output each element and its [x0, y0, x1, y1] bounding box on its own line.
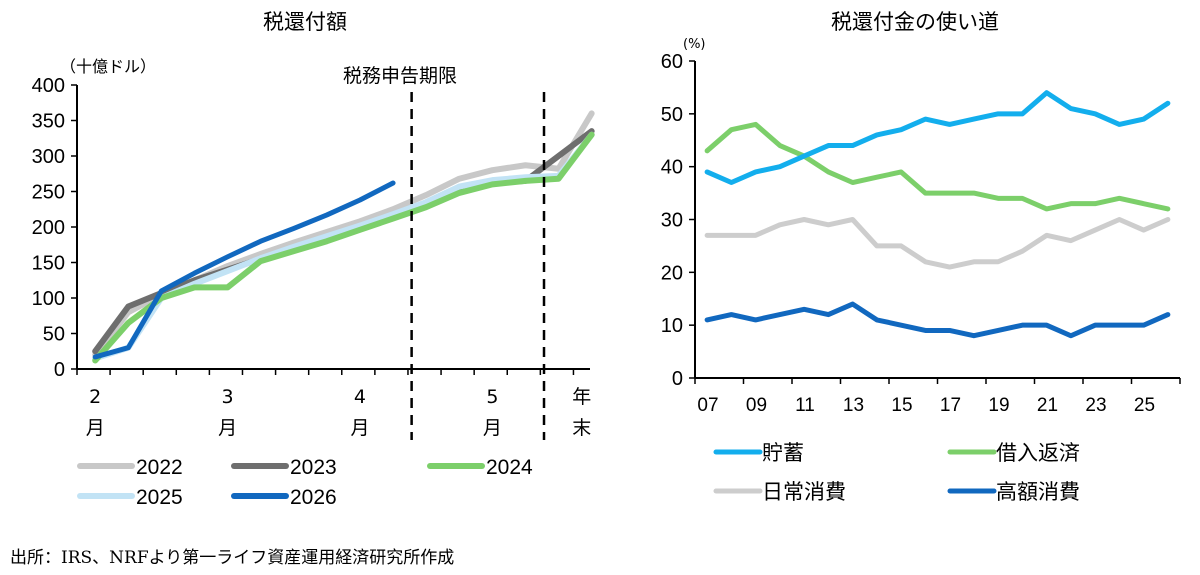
legend-label-借入返済: 借入返済 — [996, 441, 1080, 465]
series-line-借入返済 — [704, 121, 1171, 212]
left-y-tick-label: 300 — [32, 146, 65, 168]
right-y-tick-label: 50 — [661, 104, 683, 126]
source-note: 出所：IRS、NRFより第一ライフ資産運用経済研究所作成 — [10, 548, 455, 568]
right-x-tick-label: 11 — [795, 395, 815, 416]
series-line-2024 — [92, 131, 595, 364]
series-line-貯蓄 — [704, 90, 1171, 186]
right-chart-title: 税還付金の使い道 — [831, 10, 999, 34]
right-x-tick-label: 15 — [891, 395, 912, 416]
right-x-tick-label: 17 — [940, 395, 961, 416]
right-y-tick-label: 60 — [661, 51, 683, 73]
right-x-tick-label: 23 — [1085, 395, 1106, 416]
left-x-axis: 2 月 3 月 4 月 5 月 年末 — [76, 368, 591, 439]
left-x-month-unit: 末 — [572, 417, 591, 439]
left-x-month-unit: 月 — [218, 417, 237, 439]
right-x-tick-label: 21 — [1037, 395, 1058, 416]
left-y-tick-label: 0 — [54, 359, 65, 381]
right-y-tick-label: 40 — [661, 157, 683, 179]
left-x-month-unit: 月 — [86, 417, 105, 439]
left-x-month-num: 5 — [486, 386, 498, 408]
right-y-axis: 0 10 20 30 40 50 60 — [661, 51, 696, 390]
deadline-annotation: 税務申告期限 — [343, 65, 457, 87]
series-line-高額消費 — [704, 301, 1171, 339]
left-x-month-num: 4 — [354, 386, 366, 408]
left-y-tick-label: 350 — [32, 111, 65, 133]
left-series — [92, 110, 595, 364]
left-y-axis: 0 50 100 150 200 250 300 350 400 — [32, 75, 78, 381]
right-series — [704, 90, 1171, 339]
right-chart: 税還付金の使い道 (%) 0 10 20 30 40 50 60 07 09 11 13 15 17 1… — [661, 10, 1181, 504]
legend-label-高額消費: 高額消費 — [996, 480, 1080, 504]
left-chart: 税還付額 （十億ドル） 税務申告期限 050100150200250300350… — [32, 10, 595, 509]
right-y-unit: (%) — [683, 37, 706, 52]
series-line-2026 — [92, 180, 396, 360]
left-vlines — [410, 92, 546, 440]
right-x-tick-label: 09 — [746, 395, 767, 416]
left-y-tick-label: 50 — [43, 324, 65, 346]
left-chart-title: 税還付額 — [263, 10, 347, 34]
legend-label-貯蓄: 貯蓄 — [762, 441, 804, 465]
left-x-month-num: 年 — [572, 386, 591, 408]
legend-label-日常消費: 日常消費 — [762, 480, 846, 504]
legend-label-2025: 2025 — [136, 486, 183, 509]
legend-label-2026: 2026 — [290, 486, 337, 509]
left-y-tick-label: 250 — [32, 182, 65, 204]
left-legend: 2022 2023 2024 2025 2026 — [77, 456, 533, 509]
right-x-tick-label: 07 — [697, 395, 718, 416]
left-y-tick-label: 400 — [32, 75, 65, 97]
left-y-tick-label: 150 — [32, 253, 65, 275]
left-y-tick-label: 100 — [32, 288, 65, 310]
right-x-tick-label: 25 — [1134, 395, 1155, 416]
left-x-month-num: 3 — [222, 386, 234, 408]
legend-label-2023: 2023 — [290, 456, 337, 479]
right-x-tick-label: 19 — [988, 395, 1009, 416]
right-x-axis: 07 09 11 13 15 17 19 21 23 25 — [694, 377, 1181, 416]
right-y-tick-label: 0 — [672, 368, 683, 390]
right-y-tick-label: 30 — [661, 210, 683, 232]
series-line-日常消費 — [704, 217, 1171, 270]
left-y-unit: （十億ドル） — [60, 57, 156, 76]
left-x-month-num: 2 — [89, 386, 101, 408]
left-x-month-unit: 月 — [483, 417, 502, 439]
right-y-tick-label: 20 — [661, 262, 683, 284]
left-x-month-unit: 月 — [350, 417, 369, 439]
right-x-tick-label: 13 — [843, 395, 864, 416]
right-y-tick-label: 10 — [661, 315, 683, 337]
legend-label-2022: 2022 — [136, 456, 183, 479]
legend-label-2024: 2024 — [486, 456, 533, 479]
left-y-tick-label: 200 — [32, 217, 65, 239]
